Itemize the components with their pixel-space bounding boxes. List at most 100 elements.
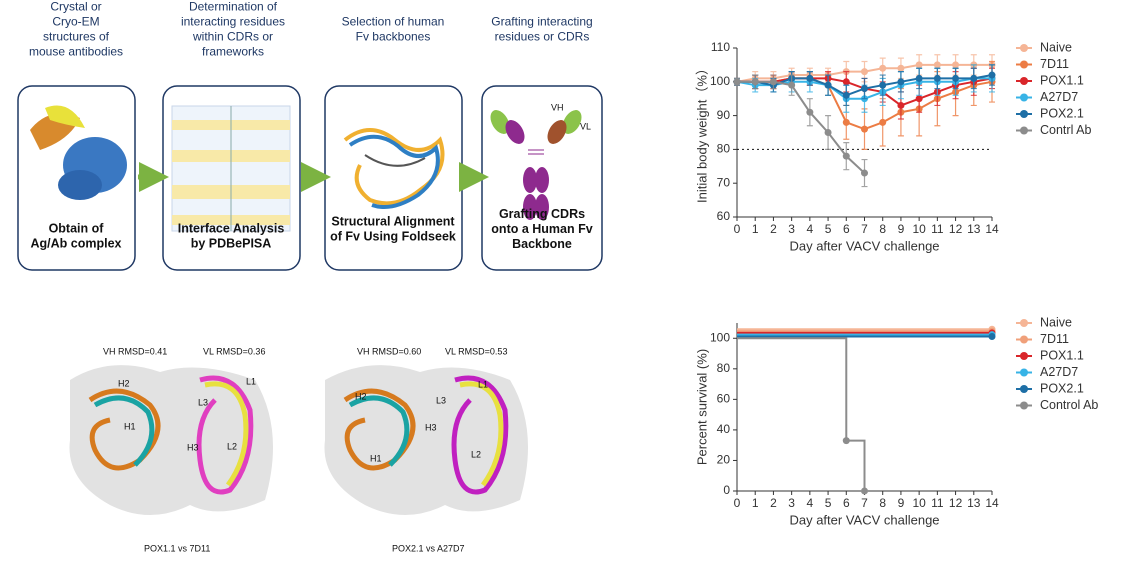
structure-caption: POX1.1 vs 7D11 [144,543,210,553]
data-point [751,78,759,86]
region-label: H2 [355,391,367,401]
pipeline: Crystal or Cryo-EM structures of mouse anti… [17,0,603,271]
data-point [915,74,923,82]
region-label: L3 [436,395,446,405]
y-tick-label: 90 [717,108,731,122]
alignment-image [343,128,445,209]
data-point [842,78,850,86]
data-point [769,78,777,86]
data-point [806,74,814,82]
x-tick-label: 0 [734,496,741,510]
step-heading: Determination of interacting residues with… [181,0,285,59]
x-tick-label: 2 [770,496,777,510]
data-point [897,101,905,109]
data-point [897,78,905,86]
step-box [17,85,136,271]
data-point [824,81,832,89]
data-point [879,64,887,72]
data-point [933,74,941,82]
x-tick-label: 3 [788,496,795,510]
y-tick-label: 40 [717,422,731,436]
step-heading: Crystal or Cryo-EM structures of mouse anti… [29,0,123,59]
step-label: Grafting CDRs onto a Human Fv Backbone [491,207,592,251]
data-point [879,81,887,89]
data-point [879,118,887,126]
legend-label: 7D11 [1040,332,1069,346]
step-heading: Grafting interacting residues or CDRs [491,15,592,44]
legend-label: POX2.1 [1040,381,1084,395]
data-point [988,71,996,79]
legend-label: Naive [1040,40,1072,54]
y-tick-label: 60 [717,209,731,223]
legend-marker [1020,110,1028,118]
data-point [915,61,923,69]
data-point [842,437,850,445]
legend-label: A27D7 [1040,365,1078,379]
rmsd-label: VH RMSD=0.60 [357,346,421,356]
x-tick-label: 12 [949,496,963,510]
region-label: H1 [124,421,136,431]
rmsd-label: VL RMSD=0.36 [203,346,265,356]
x-tick-label: 13 [967,496,981,510]
x-tick-label: 11 [931,222,944,236]
x-tick-label: 12 [949,222,963,236]
x-tick-label: 4 [807,222,814,236]
y-tick-label: 0 [723,483,730,497]
x-tick-label: 11 [931,496,944,510]
x-tick-label: 13 [967,222,981,236]
y-tick-label: 80 [717,142,731,156]
x-tick-label: 7 [861,496,868,510]
data-point [788,81,796,89]
legend-marker [1020,352,1028,360]
legend-marker [1020,368,1028,377]
rmsd-label: VH RMSD=0.41 [103,346,167,356]
y-tick-label: 100 [710,74,730,88]
antibody-label: VH [551,102,564,112]
legend-label: A27D7 [1040,90,1078,104]
legend-marker [1020,335,1028,344]
table-image [171,105,291,232]
legend-marker [1020,60,1028,69]
region-label: L2 [227,441,237,451]
step-label: Obtain of Ag/Ab complex [31,222,122,251]
data-point [897,64,905,72]
data-point [733,78,741,86]
legend-label: POX2.1 [1040,106,1084,120]
step-label: Interface Analysis by PDBePISA [178,222,285,251]
legend-marker [1020,319,1028,327]
legend-marker [1020,77,1028,85]
x-tick-label: 10 [912,222,926,236]
step-label: Structural Alignment of Fv Using Foldseek [330,215,456,244]
region-label: L1 [246,376,256,386]
region-label: L2 [471,449,481,459]
structure-caption: POX2.1 vs A27D7 [392,543,465,553]
region-label: H2 [118,378,130,388]
data-point [861,169,868,177]
data-point [806,108,814,116]
data-point [861,68,868,76]
data-point [842,91,850,99]
x-tick-label: 8 [879,222,886,236]
x-tick-label: 6 [843,222,850,236]
data-point [970,74,978,82]
structures: VH RMSD=0.41 VL RMSD=0.36 POX1.1 vs 7D11… [69,346,528,553]
region-label: H1 [370,453,382,463]
legend-marker [1020,126,1028,135]
x-tick-label: 5 [825,222,832,236]
x-tick-label: 1 [752,496,759,510]
data-point [861,125,868,133]
rmsd-label: VL RMSD=0.53 [445,346,507,356]
legend-label: Naive [1040,315,1072,329]
x-tick-label: 10 [912,496,926,510]
data-point [861,85,868,93]
complex-image [30,105,127,200]
x-tick-label: 9 [898,496,905,510]
legend-marker [1020,44,1028,52]
data-point [915,95,923,103]
x-tick-label: 5 [825,496,832,510]
data-point [824,129,832,136]
region-label: H3 [425,422,437,432]
x-tick-label: 4 [807,496,814,510]
